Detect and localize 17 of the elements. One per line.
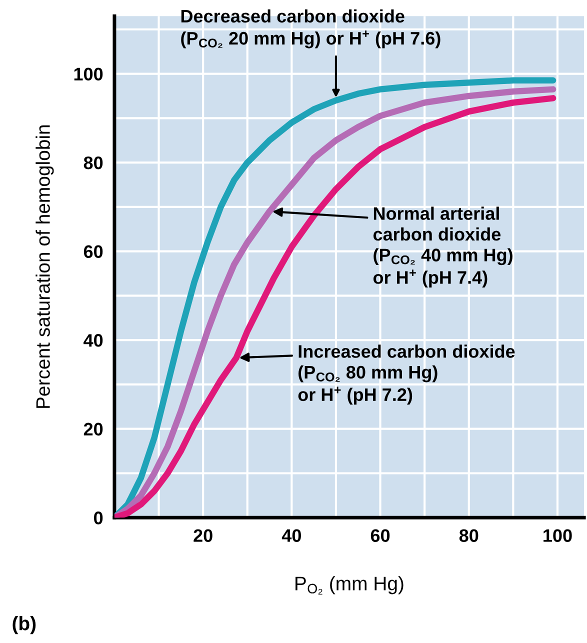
x-tick-label: 40	[282, 529, 301, 542]
x-axis-title: P$_{O₂}$ (mm Hg)	[296, 576, 404, 594]
annotation: Normal arterial carbon dioxide (P$_{CO₂}$ 40 mm Hg) or H$^{+}$ (pH 7.4)	[373, 206, 512, 288]
y-tick-label: 0	[94, 512, 103, 524]
x-tick-label: 20	[194, 529, 212, 542]
annotation: Decreased carbon dioxide (P$_{CO₂}$ 20 mm Hg) or H$^{+}$ (pH 7.6)	[181, 9, 440, 48]
x-tick-label: 80	[459, 529, 478, 542]
y-tick-label: 60	[84, 245, 103, 258]
text: (b)	[12, 616, 36, 634]
y-tick-label: 40	[84, 334, 103, 347]
x-tick-label: 60	[370, 529, 390, 542]
y-tick-label: 20	[84, 422, 103, 436]
y-axis-title: Percent saturation of hemoglobin	[36, 125, 54, 408]
y-tick-label: 80	[84, 156, 103, 170]
x-tick-label: 100	[544, 529, 572, 542]
annotation: Increased carbon dioxide (P$_{CO₂}$ 80 mm Hg) or H$^{+}$ (pH 7.2)	[298, 344, 515, 405]
y-tick-label: 100	[74, 68, 103, 80]
